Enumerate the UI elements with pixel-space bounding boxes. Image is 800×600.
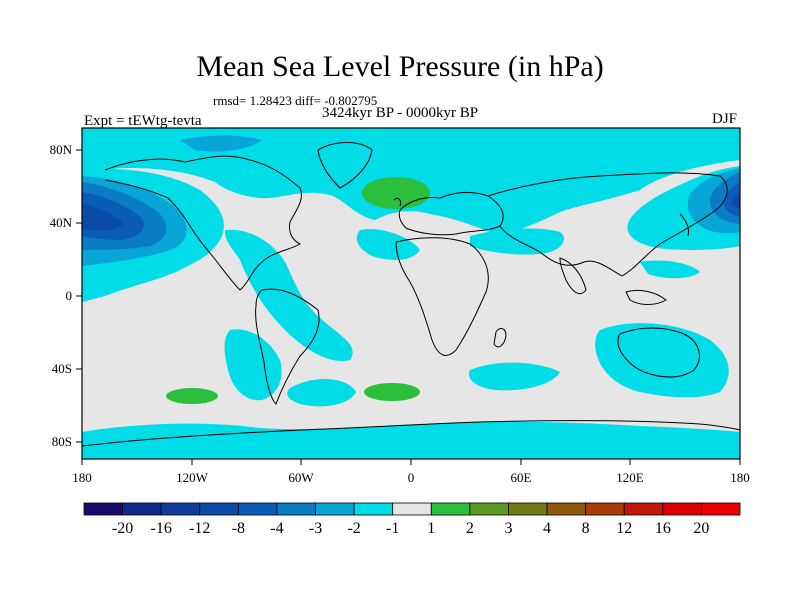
colorbar-label: 2 xyxy=(466,520,474,537)
colorbar-swatch xyxy=(546,502,587,516)
colorbar-label: -20 xyxy=(112,520,133,537)
colorbar-swatch xyxy=(662,502,702,516)
colorbar-swatch xyxy=(83,502,123,516)
colorbar-label: -2 xyxy=(347,520,360,537)
lat-label-40s: 40S xyxy=(52,361,72,376)
lon-label-120w: 120W xyxy=(176,470,209,485)
season-label: DJF xyxy=(712,111,738,127)
colorbar-swatch xyxy=(585,502,625,516)
colorbar-label: -3 xyxy=(309,520,322,537)
lon-label-180e: 180 xyxy=(730,470,750,485)
lon-label-60w: 60W xyxy=(288,470,314,485)
colorbar-swatch xyxy=(276,502,316,516)
north-pacific-low-core xyxy=(82,192,740,231)
colorbar-swatch xyxy=(160,502,201,516)
lat-label-0: 0 xyxy=(66,288,73,303)
lat-label-40n: 40N xyxy=(50,215,73,230)
lon-label-120e: 120E xyxy=(616,470,644,485)
colorbar-label: 16 xyxy=(655,520,671,537)
colorbar-label: -12 xyxy=(189,520,210,537)
colorbar-swatch xyxy=(237,502,278,516)
colorbar-swatch xyxy=(701,502,741,516)
colorbar-swatch xyxy=(392,502,432,516)
colorbar-swatch xyxy=(469,502,509,516)
colorbar-label: -8 xyxy=(232,520,245,537)
colorbar-label: 4 xyxy=(543,520,551,537)
chart-title: Mean Sea Level Pressure (in hPa) xyxy=(196,50,604,83)
colorbar-label: 20 xyxy=(693,520,709,537)
stats-text: rmsd= 1.28423 diff= -0.802795 xyxy=(213,93,378,108)
coastlines xyxy=(82,142,740,447)
colorbar-label: 8 xyxy=(582,520,590,537)
lat-label-80s: 80S xyxy=(52,434,72,449)
lat-label-80n: 80N xyxy=(50,142,73,157)
colorbar-label: -1 xyxy=(386,520,399,537)
colorbar-label: 12 xyxy=(616,520,632,537)
lon-label-180w: 180 xyxy=(72,470,92,485)
lon-label-0: 0 xyxy=(408,470,415,485)
colorbar-label: 1 xyxy=(427,520,435,537)
colorbar-label: -4 xyxy=(270,520,283,537)
period-label: 3424kyr BP - 0000kyr BP xyxy=(322,105,479,121)
colorbar-swatch xyxy=(199,502,239,516)
lat-axis: 80N 40N 0 40S 80S xyxy=(50,142,82,449)
colorbar-label: 3 xyxy=(504,520,512,537)
experiment-label: Expt = tEWtg-tevta xyxy=(84,113,202,129)
colorbar-swatch xyxy=(353,502,394,516)
colorbar-swatch xyxy=(623,502,664,516)
colorbar: -20 -16 -12 -8 -4 -3 -2 -1 1 2 3 4 8 12 16 20 xyxy=(83,502,741,537)
lon-axis: 180 120W 60W 0 60E 120E 180 xyxy=(72,459,750,485)
anomaly-field xyxy=(82,128,740,459)
colorbar-swatch xyxy=(122,502,162,516)
lon-label-60e: 60E xyxy=(511,470,532,485)
colorbar-label: -16 xyxy=(151,520,172,537)
colorbar-swatch xyxy=(315,502,355,516)
colorbar-swatch xyxy=(430,502,471,516)
colorbar-swatch xyxy=(508,502,548,516)
